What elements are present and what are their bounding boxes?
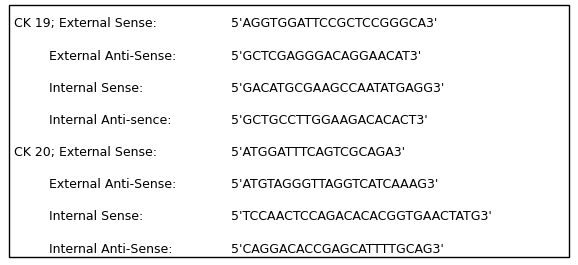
Text: 5'GCTGCCTTGGAAGACACACT3': 5'GCTGCCTTGGAAGACACACT3' bbox=[231, 114, 428, 127]
Text: 5'TCCAACTCCAGACACACGGTGAACTATG3': 5'TCCAACTCCAGACACACGGTGAACTATG3' bbox=[231, 210, 492, 223]
Text: 5'CAGGACACCGAGCATTTTGCAG3': 5'CAGGACACCGAGCATTTTGCAG3' bbox=[231, 242, 444, 256]
Text: 5'AGGTGGATTCCGCTCCGGGCA3': 5'AGGTGGATTCCGCTCCGGGCA3' bbox=[231, 17, 438, 30]
Text: External Anti-Sense:: External Anti-Sense: bbox=[49, 178, 176, 191]
Text: Internal Anti-Sense:: Internal Anti-Sense: bbox=[49, 242, 173, 256]
Text: 5'ATGGATTTCAGTCGCAGA3': 5'ATGGATTTCAGTCGCAGA3' bbox=[231, 146, 405, 159]
Text: CK 20; External Sense:: CK 20; External Sense: bbox=[14, 146, 157, 159]
Text: Internal Sense:: Internal Sense: bbox=[49, 210, 143, 223]
Text: 5'ATGTAGGGTTAGGTCATCAAAG3': 5'ATGTAGGGTTAGGTCATCAAAG3' bbox=[231, 178, 439, 191]
Text: External Anti-Sense:: External Anti-Sense: bbox=[49, 50, 176, 63]
Text: 5'GCTCGAGGGACAGGAACAT3': 5'GCTCGAGGGACAGGAACAT3' bbox=[231, 50, 421, 63]
Text: Internal Sense:: Internal Sense: bbox=[49, 82, 143, 95]
Text: Internal Anti-sence:: Internal Anti-sence: bbox=[49, 114, 172, 127]
Text: 5'GACATGCGAAGCCAATATGAGG3': 5'GACATGCGAAGCCAATATGAGG3' bbox=[231, 82, 444, 95]
Text: CK 19; External Sense:: CK 19; External Sense: bbox=[14, 17, 157, 30]
